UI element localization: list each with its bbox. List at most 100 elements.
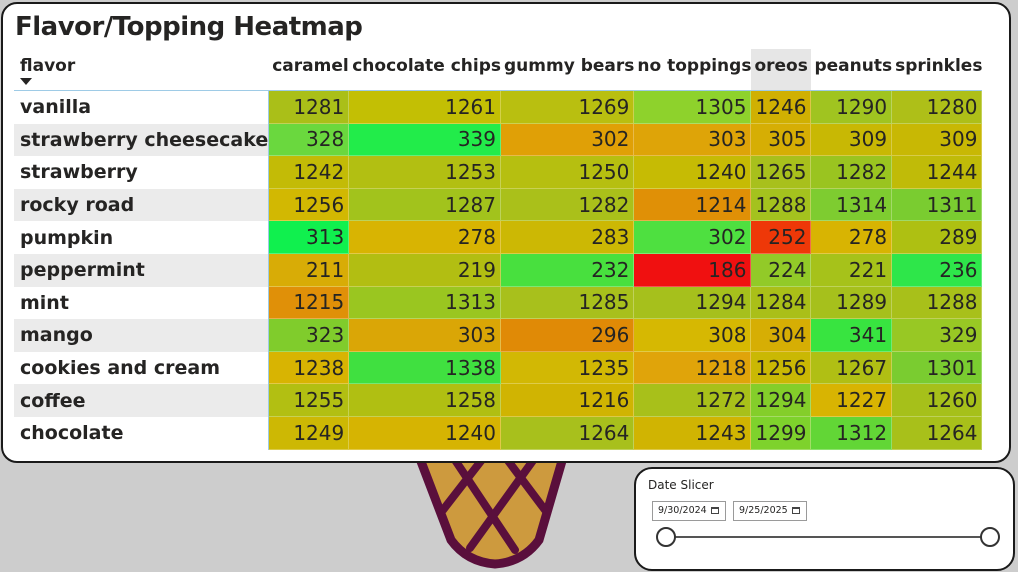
end-handle[interactable] [980,527,1000,547]
heatmap-cell[interactable]: 1290 [811,91,893,124]
column-header[interactable]: sprinkles [892,49,983,91]
heatmap-cell[interactable]: 1218 [634,351,752,385]
heatmap-cell[interactable]: 278 [349,221,502,254]
heatmap-cell[interactable]: 1282 [501,188,635,222]
heatmap-cell[interactable]: 1249 [269,416,350,450]
heatmap-cell[interactable]: 1244 [892,156,983,189]
heatmap-cell[interactable]: 219 [349,253,502,287]
heatmap-cell[interactable]: 1264 [892,416,983,450]
heatmap-cell[interactable]: 1305 [634,91,752,124]
heatmap-cell[interactable]: 1288 [751,188,812,222]
heatmap-cell[interactable]: 341 [811,319,893,352]
heatmap-cell[interactable]: 1269 [501,91,635,124]
column-header[interactable]: chocolate chips [349,49,502,91]
heatmap-cell[interactable]: 323 [269,319,350,352]
column-header[interactable]: peanuts [811,49,893,91]
heatmap-cell[interactable]: 1299 [751,416,812,450]
heatmap-cell[interactable]: 329 [892,319,983,352]
heatmap-cell[interactable]: 1264 [501,416,635,450]
heatmap-cell[interactable]: 1240 [634,156,752,189]
start-handle[interactable] [656,527,676,547]
heatmap-cell[interactable]: 1261 [349,91,502,124]
heatmap-cell[interactable]: 303 [349,319,502,352]
heatmap-cell[interactable]: 1314 [811,188,893,222]
heatmap-cell[interactable]: 1294 [634,286,752,320]
heatmap-cell[interactable]: 232 [501,253,635,287]
heatmap-cell[interactable]: 1289 [811,286,893,320]
heatmap-cell[interactable]: 1281 [269,91,350,124]
heatmap-cell[interactable]: 1285 [501,286,635,320]
heatmap-cell[interactable]: 1238 [269,351,350,385]
heatmap-cell[interactable]: 1294 [751,384,812,417]
start-date-input[interactable]: 9/30/2024 [652,501,726,521]
heatmap-cell[interactable]: 1282 [811,156,893,189]
heatmap-cell[interactable]: 1265 [751,156,812,189]
table-row: coffee 1255 1258 1216 1272 1294 1227 1260 [14,384,983,417]
heatmap-cell[interactable]: 283 [501,221,635,254]
heatmap-cell[interactable]: 221 [811,253,893,287]
heatmap-cell[interactable]: 289 [892,221,983,254]
heatmap-cell[interactable]: 313 [269,221,350,254]
heatmap-cell[interactable]: 296 [501,319,635,352]
heatmap-cell[interactable]: 1313 [349,286,502,320]
start-date-value: 9/30/2024 [658,505,707,516]
column-header[interactable]: gummy bears [501,49,635,91]
heatmap-cell[interactable]: 211 [269,253,350,287]
heatmap-cell[interactable]: 1242 [269,156,350,189]
heatmap-cell[interactable]: 302 [634,221,752,254]
heatmap-cell[interactable]: 1338 [349,351,502,385]
heatmap-cell[interactable]: 278 [811,221,893,254]
heatmap-cell[interactable]: 1246 [751,91,812,124]
row-label: cookies and cream [14,351,270,385]
heatmap-cell[interactable]: 186 [634,253,752,287]
heatmap-cell[interactable]: 309 [892,123,983,157]
calendar-icon[interactable] [792,507,800,514]
heatmap-cell[interactable]: 304 [751,319,812,352]
heatmap-cell[interactable]: 224 [751,253,812,287]
heatmap-cell[interactable]: 1280 [892,91,983,124]
heatmap-cell[interactable]: 309 [811,123,893,157]
heatmap-cell[interactable]: 1215 [269,286,350,320]
row-header-flavor[interactable]: flavor [14,49,270,91]
heatmap-cell[interactable]: 1267 [811,351,893,385]
heatmap-cell[interactable]: 252 [751,221,812,254]
column-header[interactable]: oreos [751,49,812,91]
heatmap-cell[interactable]: 1216 [501,384,635,417]
heatmap-cell[interactable]: 1256 [269,188,350,222]
heatmap-cell[interactable]: 328 [269,123,350,157]
heatmap-cell[interactable]: 1253 [349,156,502,189]
heatmap-cell[interactable]: 1250 [501,156,635,189]
heatmap-cell[interactable]: 1256 [751,351,812,385]
heatmap-cell[interactable]: 1312 [811,416,893,450]
heatmap-cell[interactable]: 1255 [269,384,350,417]
heatmap-cell[interactable]: 1301 [892,351,983,385]
heatmap-cell[interactable]: 236 [892,253,983,287]
end-date-input[interactable]: 9/25/2025 [733,501,807,521]
column-header[interactable]: caramel [269,49,350,91]
heatmap-cell[interactable]: 1288 [892,286,983,320]
column-header[interactable]: no toppings [634,49,752,91]
heatmap-cell[interactable]: 1243 [634,416,752,450]
heatmap-cell[interactable]: 1235 [501,351,635,385]
heatmap-cell[interactable]: 1311 [892,188,983,222]
calendar-icon[interactable] [711,507,719,514]
date-range-track[interactable] [666,536,992,538]
table-row: strawberry cheesecake 328 339 302 303 305 309 3… [14,123,983,157]
sort-descending-icon[interactable] [20,78,32,85]
heatmap-cell[interactable]: 1272 [634,384,752,417]
row-label: strawberry cheesecake [14,123,270,157]
row-label: mango [14,319,270,352]
heatmap-cell[interactable]: 1287 [349,188,502,222]
heatmap-cell[interactable]: 1240 [349,416,502,450]
heatmap-cell[interactable]: 305 [751,123,812,157]
heatmap-cell[interactable]: 302 [501,123,635,157]
heatmap-visual: Flavor/Topping Heatmap flavor caramel cho… [1,2,1011,463]
heatmap-cell[interactable]: 1214 [634,188,752,222]
heatmap-cell[interactable]: 1260 [892,384,983,417]
heatmap-cell[interactable]: 1284 [751,286,812,320]
heatmap-cell[interactable]: 1227 [811,384,893,417]
heatmap-cell[interactable]: 308 [634,319,752,352]
heatmap-cell[interactable]: 303 [634,123,752,157]
heatmap-cell[interactable]: 339 [349,123,502,157]
heatmap-cell[interactable]: 1258 [349,384,502,417]
